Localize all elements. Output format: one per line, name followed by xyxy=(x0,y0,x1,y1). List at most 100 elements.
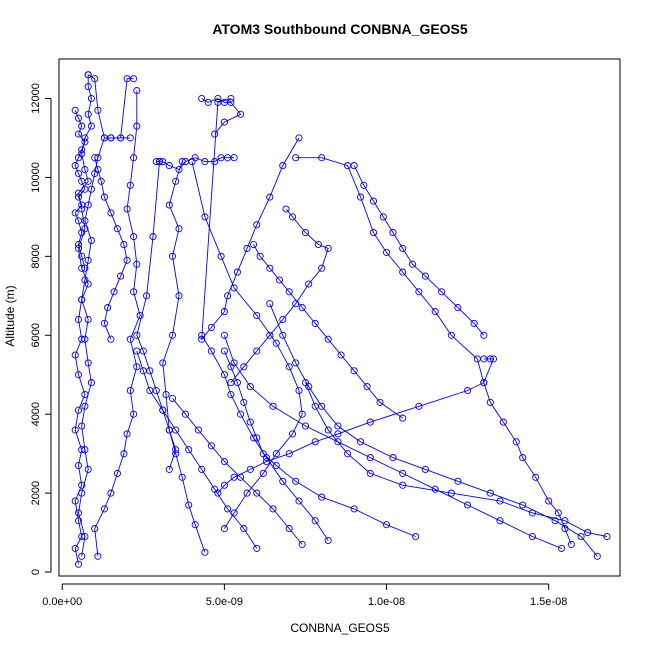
data-point xyxy=(279,331,287,339)
data-point xyxy=(470,319,478,327)
data-point xyxy=(389,454,397,462)
data-point xyxy=(78,177,86,185)
data-point xyxy=(545,497,553,505)
data-point xyxy=(126,181,134,189)
data-point xyxy=(421,272,429,280)
data-point xyxy=(74,315,83,324)
x-tick-label: 1.5e-08 xyxy=(530,596,567,608)
data-point xyxy=(363,383,371,391)
data-point xyxy=(87,379,95,387)
data-point xyxy=(311,517,319,525)
data-point xyxy=(78,422,86,430)
data-point xyxy=(74,517,83,525)
data-point xyxy=(240,525,248,533)
series-line xyxy=(136,350,258,549)
data-point xyxy=(311,402,319,410)
data-point xyxy=(198,94,206,103)
data-point xyxy=(84,315,92,324)
series-line xyxy=(295,157,572,545)
series-19 xyxy=(84,71,138,142)
series-line xyxy=(269,303,598,557)
x-tick-label: 1.0e-08 xyxy=(368,596,405,608)
data-point xyxy=(246,418,254,426)
data-point xyxy=(214,489,222,497)
data-point xyxy=(87,122,95,130)
data-point xyxy=(74,130,83,138)
data-point xyxy=(344,450,352,458)
data-point xyxy=(185,501,193,509)
data-point xyxy=(126,134,134,142)
data-point xyxy=(172,177,180,185)
data-point xyxy=(78,296,86,304)
data-point xyxy=(314,240,322,249)
data-point xyxy=(78,252,86,260)
y-axis: 0 2000 4000 6000 8000 10000 12000 xyxy=(30,83,52,575)
data-point xyxy=(561,525,569,533)
data-point xyxy=(71,162,79,170)
series-line xyxy=(172,398,303,545)
data-point xyxy=(243,244,251,252)
data-point xyxy=(243,489,251,497)
data-point xyxy=(191,154,199,162)
data-point xyxy=(357,193,365,201)
data-point xyxy=(81,335,89,343)
series-24 xyxy=(250,240,407,422)
data-point xyxy=(266,264,274,272)
data-point xyxy=(104,304,112,312)
data-point xyxy=(78,122,86,130)
data-point xyxy=(237,110,245,118)
series-line xyxy=(156,157,235,171)
data-point xyxy=(74,154,83,162)
data-point xyxy=(84,71,92,79)
data-point xyxy=(91,525,99,533)
data-point xyxy=(130,233,138,241)
data-point xyxy=(71,426,79,434)
data-point xyxy=(298,410,306,418)
data-point xyxy=(78,201,86,209)
data-point xyxy=(369,229,378,237)
data-point xyxy=(266,300,274,308)
data-point xyxy=(305,280,313,288)
data-point xyxy=(292,359,300,367)
data-point xyxy=(447,331,455,339)
data-point xyxy=(162,390,170,399)
data-point xyxy=(266,331,274,339)
data-point xyxy=(136,311,144,320)
data-point xyxy=(220,347,228,355)
data-point xyxy=(130,154,138,162)
data-point xyxy=(181,410,190,418)
data-point xyxy=(532,473,540,481)
data-point xyxy=(81,532,89,541)
data-point xyxy=(431,485,439,493)
data-point xyxy=(230,154,238,162)
series-line xyxy=(87,74,134,139)
data-point xyxy=(146,386,154,395)
data-point xyxy=(113,469,121,477)
data-point xyxy=(149,233,157,241)
data-point xyxy=(464,386,472,395)
data-point xyxy=(256,252,264,260)
data-point xyxy=(220,525,228,533)
series-5 xyxy=(133,158,209,556)
data-point xyxy=(295,134,303,142)
data-point xyxy=(480,331,488,339)
data-point xyxy=(412,532,420,541)
data-point xyxy=(360,181,368,189)
data-point xyxy=(71,544,79,552)
data-point xyxy=(224,292,232,300)
data-point xyxy=(288,213,297,221)
data-point xyxy=(120,450,128,458)
data-point xyxy=(246,383,254,391)
x-tick-label: 0.0e+00 xyxy=(42,596,82,608)
series-line xyxy=(94,157,128,340)
x-axis-label: CONBNA_GEOS5 xyxy=(290,621,390,635)
data-point xyxy=(133,331,141,339)
data-point xyxy=(272,450,280,458)
data-point xyxy=(81,276,89,284)
data-series-group xyxy=(71,71,611,568)
data-point xyxy=(454,477,462,485)
data-point xyxy=(207,323,215,331)
data-point xyxy=(91,154,99,162)
chart-title: ATOM3 Southbound CONBNA_GEOS5 xyxy=(212,21,468,37)
data-point xyxy=(130,75,138,83)
